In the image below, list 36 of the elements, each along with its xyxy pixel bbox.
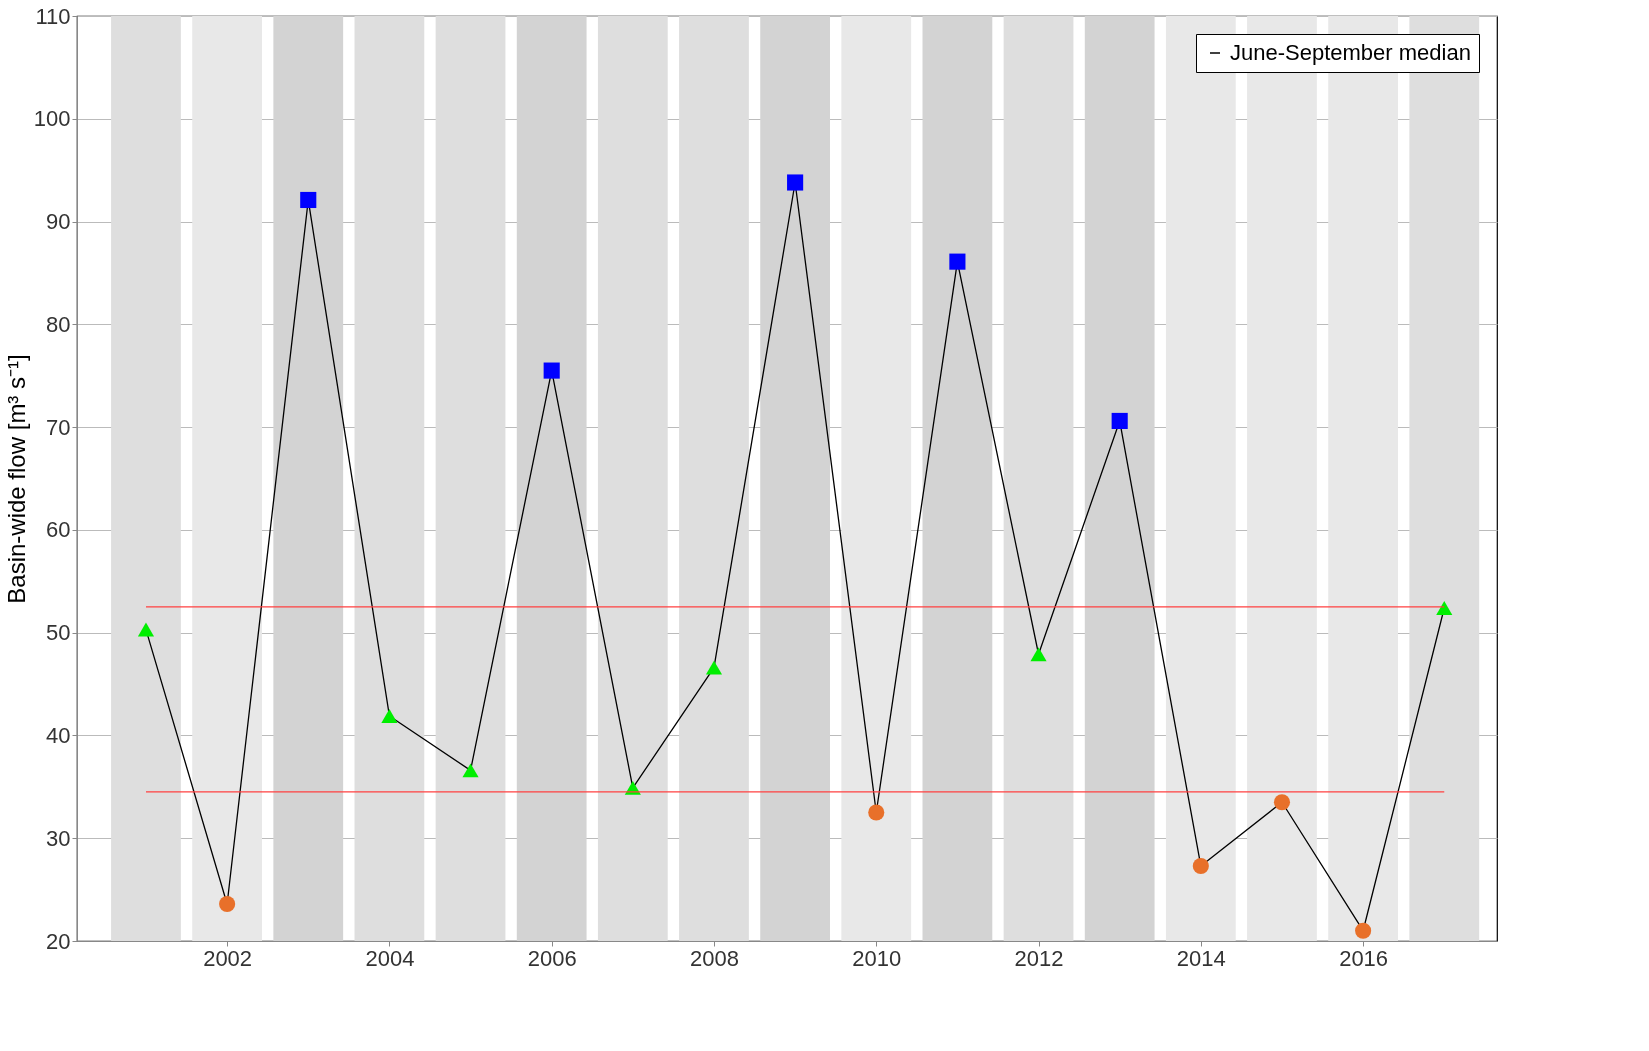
- point: [705, 660, 723, 675]
- x-tick-label: 2016: [1339, 945, 1389, 971]
- x-tick-label: 2008: [689, 945, 739, 971]
- y-tick-label: 90: [46, 209, 71, 235]
- x-tick-label: 2010: [852, 945, 902, 971]
- point: [543, 362, 560, 379]
- point: [1436, 601, 1453, 615]
- y-tick-label: 60: [46, 517, 71, 543]
- point: [1030, 647, 1047, 662]
- x-tick-label: 2012: [1014, 945, 1064, 971]
- y-tick-label: 30: [46, 825, 71, 851]
- y-tick-label: 100: [33, 106, 71, 132]
- point: [787, 174, 804, 191]
- legend-label: June-September median: [1230, 40, 1471, 65]
- y-tick-label: 110: [35, 3, 71, 29]
- point: [462, 763, 479, 778]
- point: [949, 253, 966, 270]
- point: [1273, 794, 1291, 811]
- point: [1111, 412, 1128, 430]
- point: [381, 708, 398, 723]
- point: [1355, 922, 1372, 939]
- y-tick-label: 40: [46, 722, 71, 748]
- y-tick-label: 50: [46, 620, 71, 646]
- point: [300, 191, 317, 209]
- y-axis-title: Basin-wide flow [m³ s⁻¹]: [2, 354, 30, 604]
- point: [868, 804, 885, 821]
- y-tick-label: 20: [46, 928, 71, 954]
- x-tick-label: 2002: [203, 945, 253, 971]
- point: [137, 622, 155, 637]
- point: [1192, 857, 1209, 875]
- x-tick-label: 2004: [365, 945, 415, 971]
- point: [219, 895, 236, 913]
- y-tick-label: 70: [46, 414, 71, 440]
- x-tick-label: 2014: [1176, 945, 1226, 971]
- x-tick-label: 2006: [527, 945, 577, 971]
- y-tick-label: 80: [46, 311, 71, 337]
